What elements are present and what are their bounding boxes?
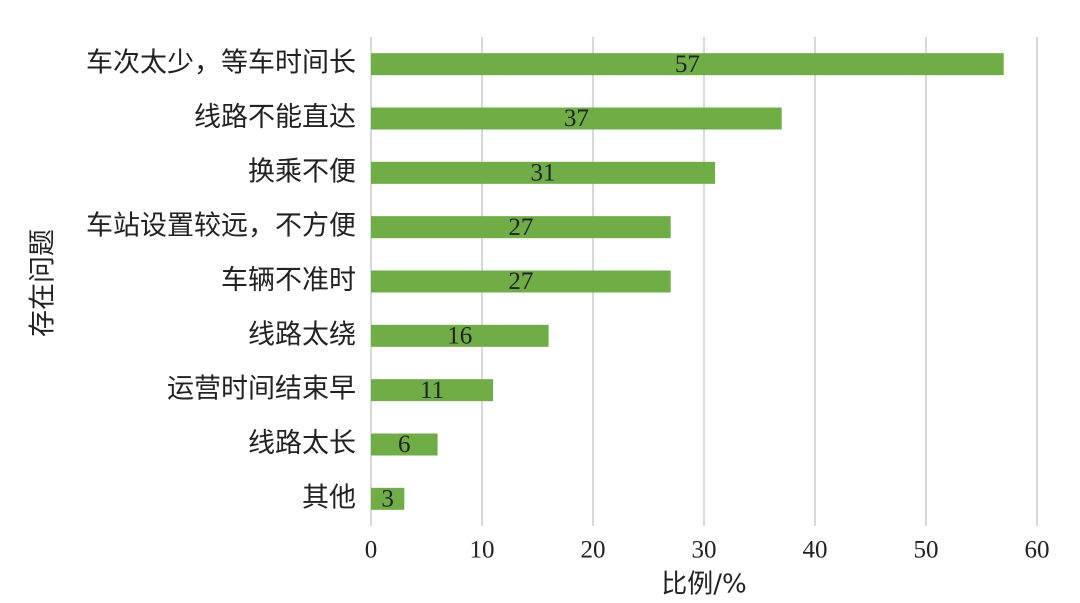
category-label: 线路不能直达 [194,102,356,133]
bar [371,53,1004,76]
data-label: 3 [381,486,394,513]
bar [371,270,671,293]
x-tick-label: 50 [914,537,939,564]
x-tick-label: 10 [470,537,495,564]
data-label: 11 [420,377,444,404]
data-label: 6 [398,431,411,458]
bars [371,53,1004,510]
x-tick-labels: 0 10 20 30 40 50 60 [365,537,1050,564]
data-label: 31 [531,160,556,187]
x-tick-label: 0 [365,537,378,564]
y-axis-title: 存在问题 [28,229,59,337]
bar [371,216,671,239]
data-label: 27 [508,214,533,241]
bar [371,487,405,510]
category-label: 车站设置较远，不方便 [86,211,356,242]
bar [371,379,494,402]
data-label: 57 [675,51,700,78]
category-label: 换乘不便 [248,156,356,187]
category-label: 车辆不准时 [221,265,356,296]
x-tick-label: 20 [581,537,606,564]
bar [371,161,716,184]
category-label: 其他 [302,482,356,513]
x-tick-label: 60 [1025,537,1050,564]
data-label: 27 [508,268,533,295]
bar [371,433,438,456]
x-tick-label: 40 [803,537,828,564]
bar [371,324,549,347]
x-axis-title: 比例/% [661,570,746,600]
data-label: 37 [564,105,589,132]
category-label: 线路太绕 [248,319,356,350]
category-label: 车次太少，等车时间长 [86,48,356,79]
x-tick-label: 30 [692,537,717,564]
category-labels: 车次太少，等车时间长线路不能直达换乘不便车站设置较远，不方便车辆不准时线路太绕运… [86,48,356,514]
data-label: 16 [447,323,472,350]
bar [371,107,782,130]
category-label: 运营时间结束早 [167,374,356,405]
category-label: 线路太长 [248,428,356,459]
